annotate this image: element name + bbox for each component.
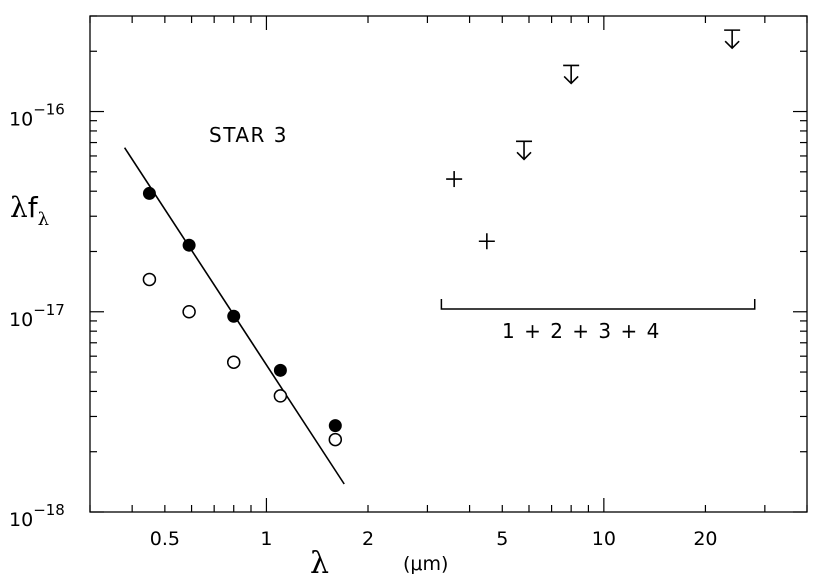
- x-tick-label: 2: [362, 528, 374, 550]
- plus-point: [478, 233, 495, 250]
- filled-point: [273, 363, 287, 377]
- upper-limit-point: [724, 29, 741, 50]
- axis-ticks: [89, 15, 808, 513]
- open-point: [182, 305, 196, 319]
- y-tick-labels: 10−16 10−17 10−18: [9, 101, 65, 531]
- x-tick-label: 0.5: [150, 528, 180, 550]
- bracket: [440, 299, 756, 310]
- x-tick-label: 20: [693, 528, 717, 550]
- filled-point: [182, 238, 196, 252]
- bracket-line: [440, 299, 756, 310]
- y-tick-label: 10−16: [9, 101, 65, 131]
- plus-point: [446, 171, 463, 188]
- x-tick-label: 1: [260, 528, 272, 550]
- x-axis-unit: (μm): [403, 553, 448, 575]
- filled-point: [328, 419, 342, 433]
- y-axis-subscript: λ: [38, 209, 49, 230]
- y-axis-label: λfλ: [10, 191, 49, 230]
- open-point: [328, 432, 343, 447]
- y-axis-symbol: λ: [10, 191, 28, 224]
- y-tick-label: 10−17: [9, 301, 65, 331]
- open-point: [273, 389, 288, 403]
- x-tick-labels: 0.5 1 2 5 10 20: [150, 528, 718, 550]
- y-axis-letter: f: [28, 191, 39, 224]
- open-point: [226, 355, 241, 369]
- upper-limit-point: [516, 140, 533, 161]
- x-axis-symbol: λ: [310, 546, 329, 581]
- open-point: [142, 272, 157, 287]
- limit-arrowhead: [516, 151, 532, 161]
- upper-limit-point: [563, 64, 580, 85]
- data-markers: [142, 29, 741, 447]
- limit-arrowhead: [563, 75, 579, 85]
- star-label: STAR 3: [209, 123, 288, 147]
- svg-text:λfλ: λfλ: [10, 191, 49, 230]
- filled-point: [142, 186, 156, 200]
- filled-point: [227, 309, 241, 323]
- limit-arrowhead: [724, 40, 740, 50]
- plot-frame: [89, 15, 808, 513]
- y-tick-label: 10−18: [9, 501, 65, 531]
- x-tick-label: 5: [496, 528, 508, 550]
- bracket-label: 1 + 2 + 3 + 4: [502, 319, 661, 343]
- x-tick-label: 10: [592, 528, 616, 550]
